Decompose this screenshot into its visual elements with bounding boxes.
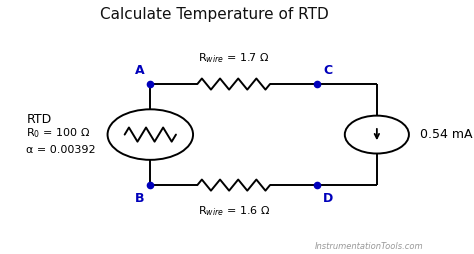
Text: B: B: [135, 193, 145, 205]
Text: α = 0.00392: α = 0.00392: [27, 145, 96, 155]
Text: Calculate Temperature of RTD: Calculate Temperature of RTD: [100, 7, 329, 22]
Text: R$_{wire}$ = 1.6 Ω: R$_{wire}$ = 1.6 Ω: [198, 204, 270, 218]
Text: C: C: [323, 64, 332, 77]
Text: A: A: [135, 64, 145, 77]
Text: InstrumentationTools.com: InstrumentationTools.com: [315, 242, 424, 251]
Text: R$_{wire}$ = 1.7 Ω: R$_{wire}$ = 1.7 Ω: [198, 51, 269, 65]
Text: RTD: RTD: [27, 113, 52, 126]
Text: R$_{0}$ = 100 Ω: R$_{0}$ = 100 Ω: [27, 126, 91, 140]
Text: D: D: [323, 193, 333, 205]
Text: 0.54 mA: 0.54 mA: [419, 128, 472, 141]
